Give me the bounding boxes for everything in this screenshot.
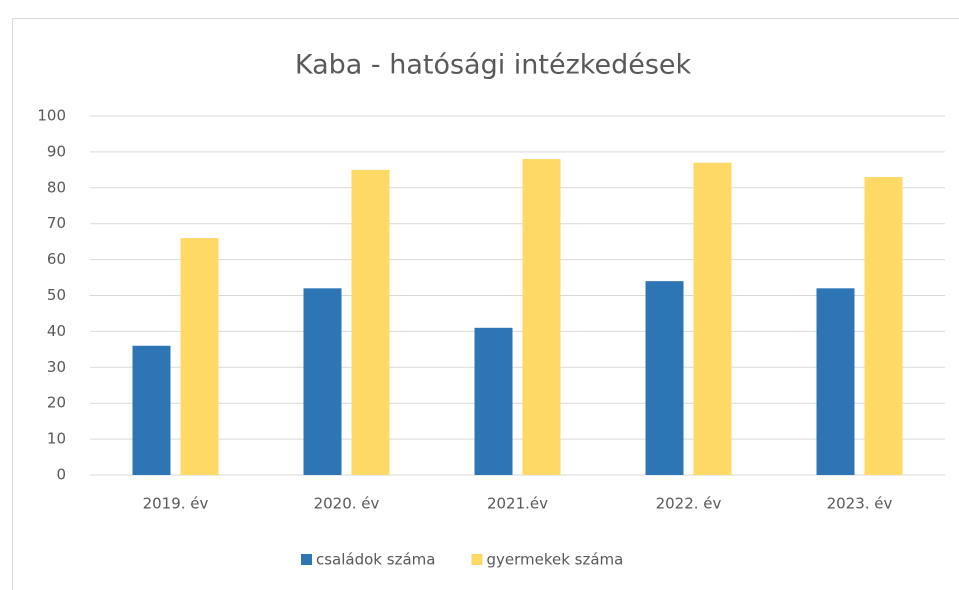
y-tick-label: 90 <box>47 142 66 160</box>
bar <box>693 162 732 476</box>
bar <box>351 169 390 475</box>
y-tick-label: 30 <box>47 358 66 376</box>
bar <box>180 238 219 475</box>
y-tick-label: 70 <box>47 214 66 232</box>
chart-border <box>12 18 959 590</box>
legend-label: családok száma <box>316 551 435 569</box>
x-tick-label: 2020. év <box>314 495 380 513</box>
bar <box>816 288 855 475</box>
y-tick-label: 50 <box>47 286 66 304</box>
bar <box>132 345 171 475</box>
x-tick-label: 2022. év <box>656 495 722 513</box>
y-tick-label: 80 <box>47 178 66 196</box>
y-tick-label: 10 <box>47 430 66 448</box>
y-tick-label: 20 <box>47 394 66 412</box>
bar <box>864 177 903 475</box>
chart-title: Kaba - hatósági intézkedések <box>295 50 692 81</box>
y-tick-label: 0 <box>56 466 66 484</box>
bar <box>522 159 561 475</box>
legend-swatch <box>471 554 483 565</box>
legend-swatch <box>301 554 312 565</box>
bar <box>474 327 513 475</box>
y-tick-label: 40 <box>47 322 66 340</box>
bar <box>303 288 342 475</box>
legend-label: gyermekek száma <box>486 551 623 569</box>
bar <box>645 281 684 475</box>
x-tick-label: 2021.év <box>487 495 548 513</box>
y-tick-label: 100 <box>37 107 66 125</box>
x-tick-label: 2019. év <box>143 495 209 513</box>
y-tick-label: 60 <box>47 250 66 268</box>
x-tick-label: 2023. év <box>827 495 893 513</box>
